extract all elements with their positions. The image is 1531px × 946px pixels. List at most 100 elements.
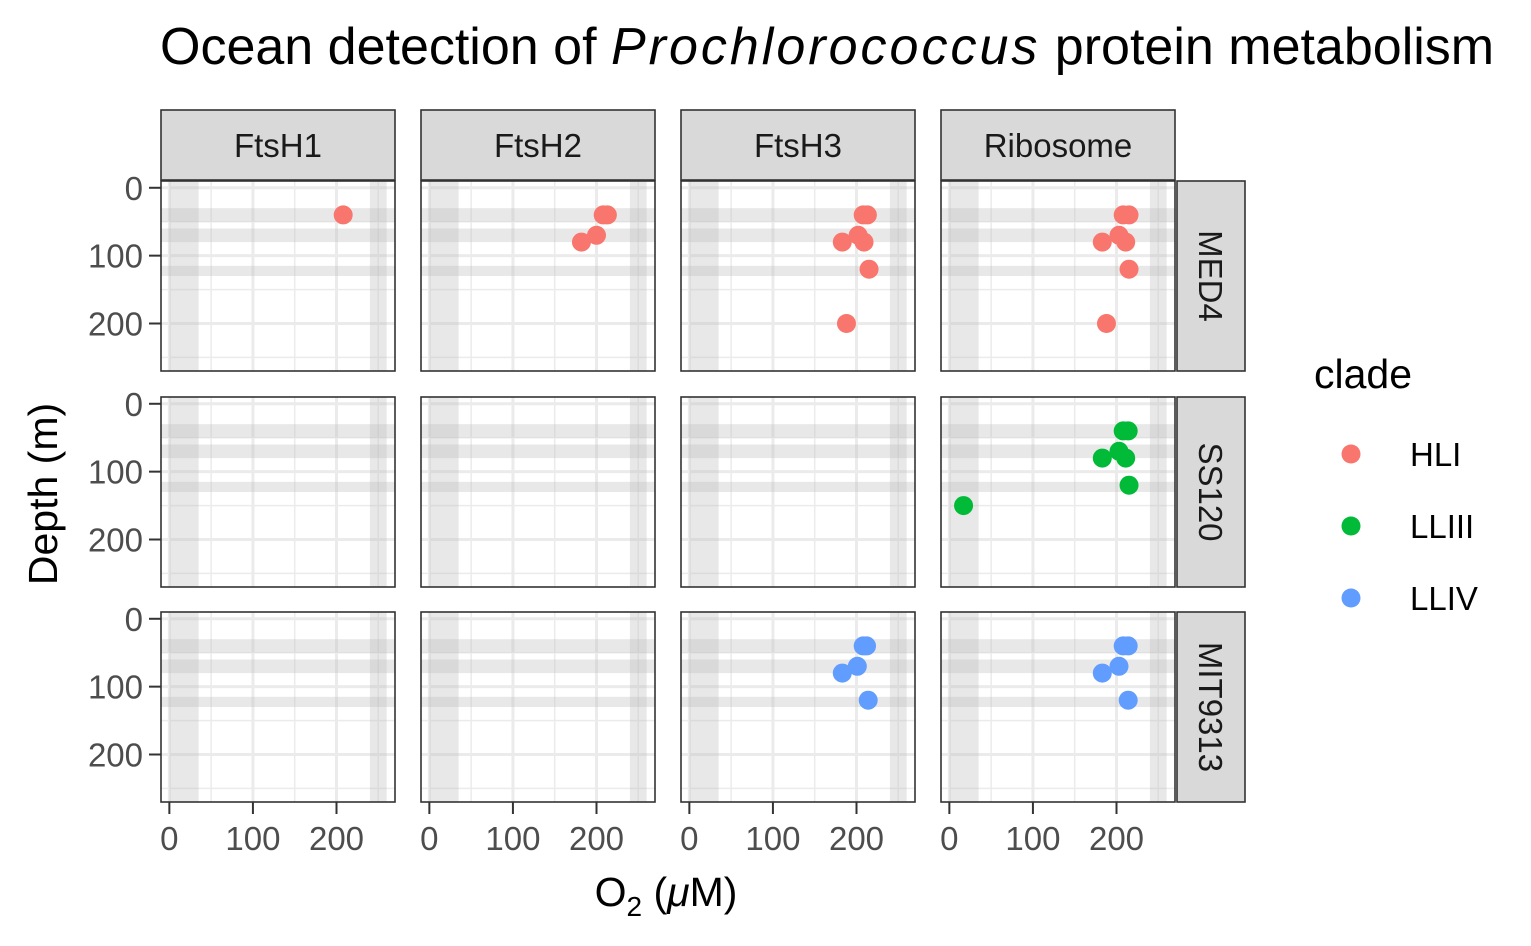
shaded-band-x [629, 397, 647, 587]
shaded-band-y [421, 444, 655, 459]
data-point-lliii [1119, 475, 1139, 495]
data-point-hli [333, 205, 353, 225]
y-tick-label: 100 [88, 238, 143, 275]
shaded-band-x [369, 181, 387, 371]
panel-border [940, 611, 1176, 803]
shaded-band-y [681, 265, 915, 276]
panel-border [160, 611, 396, 803]
shaded-band-y [681, 228, 915, 243]
panel-background [161, 181, 395, 371]
shaded-band-y [421, 659, 655, 674]
column-strip-label: FtsH1 [234, 127, 322, 164]
shaded-band-x [1149, 397, 1167, 587]
strip-background [1176, 611, 1246, 803]
shaded-band-x [689, 397, 719, 587]
shaded-band-x [629, 181, 647, 371]
panel-border [420, 396, 656, 588]
x-tick-label: 100 [745, 820, 800, 857]
row-facet-strips: MED4 SS120 MIT9313 [1176, 180, 1246, 803]
shaded-band-y [421, 424, 655, 438]
shaded-band-y [941, 696, 1175, 707]
data-point-hli [571, 232, 591, 252]
x-tick-label: 100 [1005, 820, 1060, 857]
data-point-hli [1119, 259, 1139, 279]
shaded-band-x [689, 612, 719, 802]
data-point-hli [854, 232, 874, 252]
x-tick-label: 100 [225, 820, 280, 857]
shaded-band-y [161, 639, 395, 653]
x-axis-title-subscript: 2 [627, 891, 643, 922]
y-tick-label: 200 [88, 737, 143, 774]
row-strip-label: MIT9313 [1192, 642, 1229, 772]
y-tick-label: 200 [88, 522, 143, 559]
shaded-band-y [681, 444, 915, 459]
x-tick-label: 200 [309, 820, 364, 857]
data-point-lliii [1116, 448, 1136, 468]
panel-border [940, 396, 1176, 588]
x-tick-label: 200 [829, 820, 884, 857]
strip-background [1176, 396, 1246, 588]
data-point-hli [1119, 205, 1139, 225]
shaded-band-y [681, 639, 915, 653]
chart-title-italic: Prochlorococcus [611, 18, 1040, 76]
legend-item-lliv: LLIV [1341, 580, 1478, 617]
data-point-lliii [954, 496, 974, 516]
panel-background [681, 397, 915, 587]
x-tick-label: 0 [420, 820, 438, 857]
shaded-band-y [161, 481, 395, 492]
legend-key [1341, 516, 1361, 536]
row-strip-med4: MED4 [1176, 180, 1246, 372]
data-point-lliv [857, 636, 877, 656]
panel-ftsh1-mit9313 [160, 611, 396, 803]
panel-ftsh3-mit9313 [680, 611, 916, 803]
shaded-band-y [161, 208, 395, 222]
panel-background [421, 397, 655, 587]
panel-background [161, 612, 395, 802]
row-strip-label: SS120 [1192, 442, 1229, 541]
x-axis-title-close: M) [690, 869, 738, 915]
shaded-band-y [421, 228, 655, 243]
data-point-hli [1116, 232, 1136, 252]
y-axis-title: Depth (m) [20, 403, 66, 585]
data-point-hli [587, 225, 606, 245]
panel-ftsh3-ss120 [680, 396, 916, 588]
shaded-band-x [889, 181, 907, 371]
strip-background [420, 109, 656, 181]
panel-ftsh2-med4 [420, 180, 656, 372]
panel-border [680, 396, 916, 588]
strip-background [1176, 180, 1246, 372]
legend-label: LLIII [1410, 508, 1474, 545]
column-strip-ftsh1: FtsH1 [160, 109, 396, 181]
data-point-hli [1096, 314, 1116, 333]
shaded-band-y [421, 696, 655, 707]
shaded-band-y [941, 228, 1175, 243]
panel-ftsh2-mit9313 [420, 611, 656, 803]
shaded-band-y [421, 208, 655, 222]
y-axes: 0 100 200 0 100 200 0 100 200 [88, 170, 161, 774]
panel-ribosome-mit9313 [940, 611, 1176, 803]
panel-ftsh1-ss120 [160, 396, 396, 588]
data-point-hli [1092, 232, 1112, 252]
panel-ftsh2-ss120 [420, 396, 656, 588]
data-point-hli [597, 205, 617, 225]
chart-title: Ocean detection of Prochlorococcus prote… [160, 18, 1494, 76]
panel-ftsh3-med4 [680, 180, 916, 372]
data-point-lliii [1092, 448, 1112, 468]
row-strip-label: MED4 [1192, 230, 1229, 322]
shaded-band-x [949, 612, 979, 802]
column-strip-label: FtsH3 [754, 127, 842, 164]
column-strip-label: Ribosome [984, 127, 1133, 164]
column-strip-ftsh3: FtsH3 [680, 109, 916, 181]
legend-item-lliii: LLIII [1341, 508, 1474, 545]
data-point-lliv [858, 690, 878, 710]
shaded-band-x [369, 397, 387, 587]
row-strip-ss120: SS120 [1176, 396, 1246, 588]
facet-panels [160, 180, 1176, 803]
panel-border [420, 180, 656, 372]
chart-title-prefix: Ocean detection of [160, 18, 611, 76]
x-axis-title: O2 (μM) [595, 869, 738, 922]
shaded-band-y [941, 639, 1175, 653]
shaded-band-x [629, 612, 647, 802]
data-point-hli [859, 259, 879, 279]
